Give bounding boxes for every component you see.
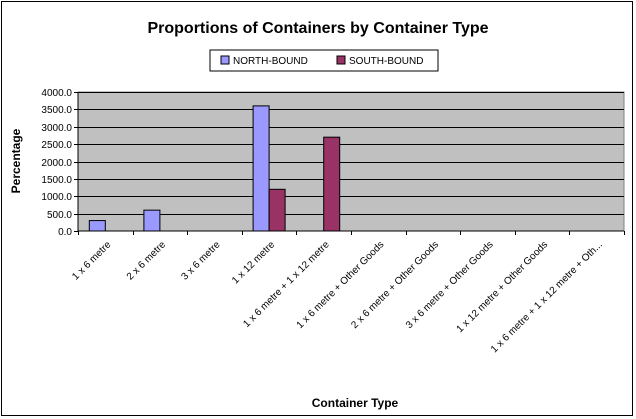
legend-swatch-south-bound <box>336 55 346 65</box>
y-tick-label: 3500.0 <box>41 105 72 116</box>
x-axis: 1 x 6 metre 2 x 6 metre 3 x 6 metre 1 x 12 … <box>70 230 625 355</box>
x-tick-label: 2 x 6 metre + Other Goods <box>349 239 441 331</box>
y-tick-label: 2000.0 <box>41 158 72 169</box>
x-tick-label: 3 x 6 metre + Other Goods <box>404 239 496 331</box>
y-tick-label: 0.0 <box>58 227 72 238</box>
bars <box>88 105 341 232</box>
x-tick-label: 1 x 12 metre + Other Goods <box>455 239 551 335</box>
y-tick-label: 500.0 <box>47 210 72 221</box>
y-tick-label: 1500.0 <box>41 175 72 186</box>
y-tick-label: 4000.0 <box>41 88 72 99</box>
y-axis: 0.0 500.0 1000.0 1500.0 2000.0 2500.0 3000.0 35… <box>41 88 79 238</box>
x-tick-label: 1 x 6 metre + 1 x 12 metre + Oth... <box>489 239 605 355</box>
legend-label-south-bound: SOUTH-BOUND <box>349 56 423 67</box>
y-tick-label: 1000.0 <box>41 192 72 203</box>
bar-south-bound <box>268 188 286 232</box>
chart-title: Proportions of Containers by Container T… <box>147 20 488 37</box>
bar-north-bound <box>88 220 106 232</box>
legend-box <box>209 49 439 72</box>
y-tick-label: 2500.0 <box>41 140 72 151</box>
y-tick-label: 3000.0 <box>41 123 72 134</box>
bar-north-bound <box>143 209 161 232</box>
x-tick-label: 1 x 12 metre <box>230 239 277 286</box>
bar-south-bound <box>323 136 341 232</box>
legend-swatch-north-bound <box>220 55 230 65</box>
x-axis-title: Container Type <box>312 396 399 410</box>
legend: NORTH-BOUND SOUTH-BOUND <box>209 49 439 72</box>
x-tick-label: 2 x 6 metre <box>125 239 168 282</box>
x-tick-label: 1 x 6 metre <box>70 239 113 282</box>
y-axis-title: Percentage <box>9 128 23 193</box>
legend-label-north-bound: NORTH-BOUND <box>233 56 308 67</box>
x-tick-label: 1 x 6 metre + Other Goods <box>295 239 387 331</box>
x-tick-label: 3 x 6 metre <box>179 239 222 282</box>
bar-north-bound <box>252 105 270 232</box>
gridlines <box>78 92 624 215</box>
